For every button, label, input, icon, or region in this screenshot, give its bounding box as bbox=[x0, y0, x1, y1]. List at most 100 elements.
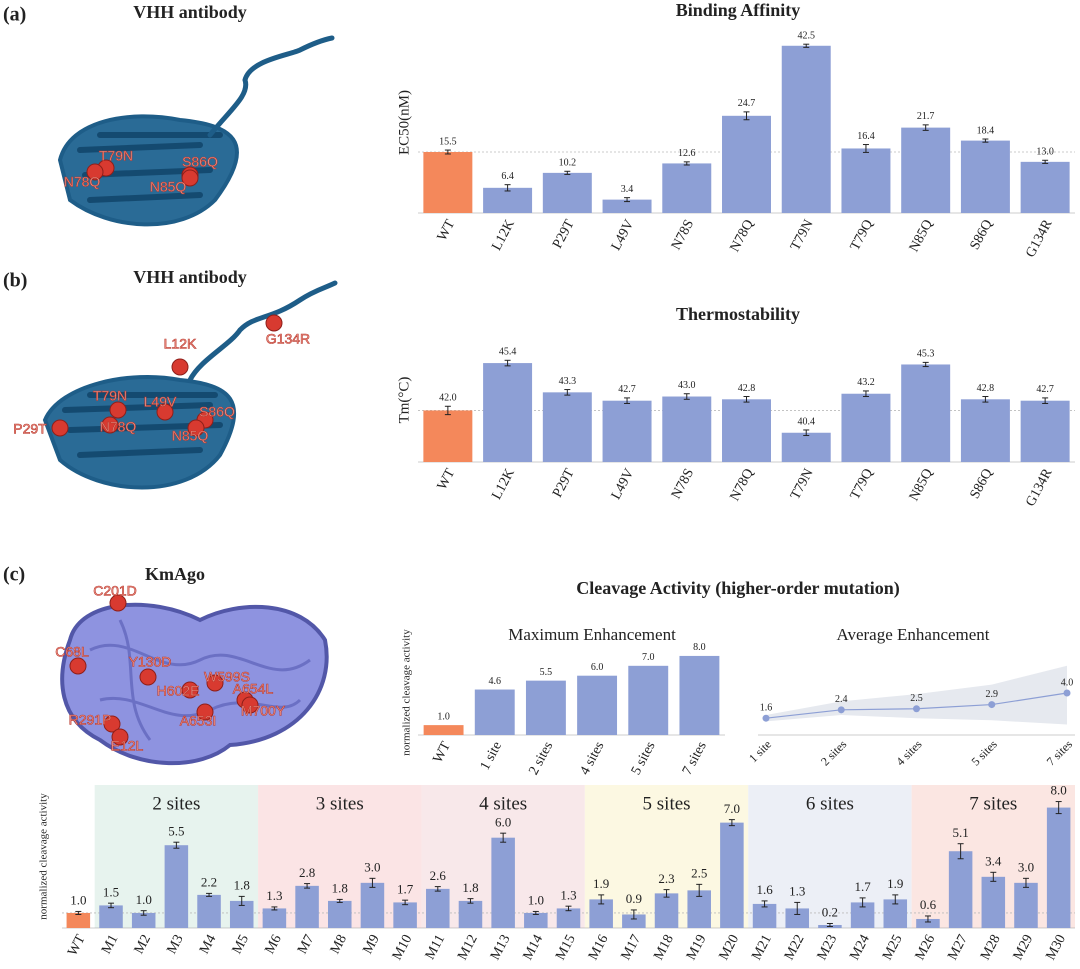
bar bbox=[654, 893, 679, 928]
mutation-label: H602E bbox=[157, 683, 200, 699]
bar bbox=[720, 822, 744, 928]
value-label: 43.0 bbox=[678, 380, 696, 391]
panel-label: (c) bbox=[3, 564, 25, 586]
bar bbox=[360, 882, 385, 928]
value-label: 12.6 bbox=[678, 148, 696, 159]
bar bbox=[1014, 882, 1038, 928]
value-label: 42.7 bbox=[618, 384, 636, 395]
chart-subtitle: Maximum Enhancement bbox=[508, 625, 676, 644]
bar bbox=[960, 140, 1010, 213]
value-label: 8.0 bbox=[693, 642, 706, 653]
x-tick-label: M21 bbox=[749, 932, 775, 962]
error-bar bbox=[434, 886, 441, 892]
bar bbox=[628, 665, 669, 735]
panel-label: (b) bbox=[3, 270, 27, 292]
bar bbox=[883, 899, 908, 928]
value-label: 42.8 bbox=[977, 383, 995, 394]
value-label: 1.8 bbox=[234, 878, 250, 893]
x-tick-label: M24 bbox=[847, 932, 873, 962]
x-tick-label: M4 bbox=[197, 932, 219, 956]
x-tick-label: N85Q bbox=[907, 217, 936, 254]
point bbox=[837, 706, 845, 714]
x-tick-label: M8 bbox=[328, 932, 350, 956]
mutation-label: T79N bbox=[93, 388, 127, 404]
error-bar bbox=[922, 361, 929, 368]
error-bar bbox=[402, 899, 409, 906]
mutation-label: N78Q bbox=[100, 419, 137, 435]
x-tick-label: 4 sites bbox=[893, 737, 925, 769]
x-tick-label: M7 bbox=[295, 932, 317, 956]
x-tick-label: M22 bbox=[782, 932, 808, 962]
chart-title: Binding Affinity bbox=[676, 0, 801, 20]
error-bar bbox=[1042, 159, 1049, 164]
error-bar bbox=[304, 883, 311, 889]
bar bbox=[542, 172, 592, 213]
value-label: 4.6 bbox=[489, 676, 502, 687]
error-bar bbox=[663, 889, 670, 898]
value-label: 1.7 bbox=[397, 881, 414, 896]
mutation-label: A654L bbox=[233, 681, 274, 697]
mutation-site bbox=[181, 681, 199, 699]
error-bar bbox=[444, 149, 451, 155]
x-tick-label: M28 bbox=[978, 932, 1004, 962]
value-label: 2.5 bbox=[910, 693, 923, 704]
y-axis-label: EC50(nM) bbox=[396, 90, 412, 155]
value-label: 21.7 bbox=[917, 111, 935, 122]
mutation-site bbox=[139, 668, 157, 686]
x-tick-label: 1 site bbox=[746, 737, 774, 765]
x-tick-label: M29 bbox=[1011, 932, 1037, 962]
mutation-site bbox=[101, 416, 119, 434]
bar bbox=[622, 914, 646, 928]
bar bbox=[483, 363, 533, 462]
x-tick-label: 2 sites bbox=[818, 737, 850, 769]
structure-title: KmAgo bbox=[145, 564, 205, 584]
value-label: 1.3 bbox=[560, 887, 576, 902]
structure-title: VHH antibody bbox=[133, 267, 247, 287]
x-tick-label: WT bbox=[430, 739, 454, 766]
error-bar bbox=[444, 405, 451, 416]
group-label: 3 sites bbox=[316, 793, 364, 814]
bar bbox=[781, 45, 831, 213]
mutation-label: L12K bbox=[164, 336, 197, 352]
value-label: 1.6 bbox=[756, 882, 773, 897]
x-tick-label: N78Q bbox=[728, 466, 757, 503]
value-label: 2.6 bbox=[430, 868, 447, 883]
value-label: 5.5 bbox=[540, 667, 553, 678]
value-label: 42.0 bbox=[439, 393, 457, 404]
x-tick-label: 7 sites bbox=[680, 739, 710, 777]
group-label: 5 sites bbox=[643, 793, 691, 814]
value-label: 3.0 bbox=[1018, 860, 1034, 875]
bar bbox=[327, 900, 352, 928]
value-label: 1.8 bbox=[462, 880, 478, 895]
error-bar bbox=[862, 144, 869, 153]
mutation-site bbox=[156, 403, 174, 421]
mutation-label: M700Y bbox=[241, 703, 286, 719]
bar bbox=[602, 199, 652, 213]
bar bbox=[426, 888, 450, 928]
value-label: 1.0 bbox=[528, 893, 544, 908]
bar bbox=[458, 900, 483, 928]
error-bar bbox=[504, 359, 511, 367]
value-label: 2.3 bbox=[658, 871, 674, 886]
value-label: 15.5 bbox=[439, 136, 457, 147]
value-label: 2.8 bbox=[299, 865, 315, 880]
error-bar bbox=[75, 910, 82, 915]
value-label: 2.4 bbox=[835, 694, 848, 705]
bar bbox=[841, 393, 891, 462]
value-label: 6.0 bbox=[591, 662, 604, 673]
error-bar bbox=[140, 910, 147, 916]
y-axis-label: Tm(°C) bbox=[396, 377, 412, 424]
error-bar bbox=[743, 396, 750, 403]
value-label: 1.0 bbox=[437, 711, 450, 722]
error-bar bbox=[630, 909, 637, 920]
bar bbox=[66, 912, 91, 928]
mutation-site bbox=[109, 594, 127, 612]
bar bbox=[131, 912, 156, 928]
x-tick-label: L12K bbox=[489, 217, 518, 253]
point bbox=[1063, 689, 1071, 697]
x-tick-label: M15 bbox=[553, 932, 579, 962]
error-bar bbox=[859, 897, 866, 908]
error-bar bbox=[826, 922, 833, 927]
error-bar bbox=[173, 841, 180, 849]
mutation-site bbox=[109, 401, 127, 419]
